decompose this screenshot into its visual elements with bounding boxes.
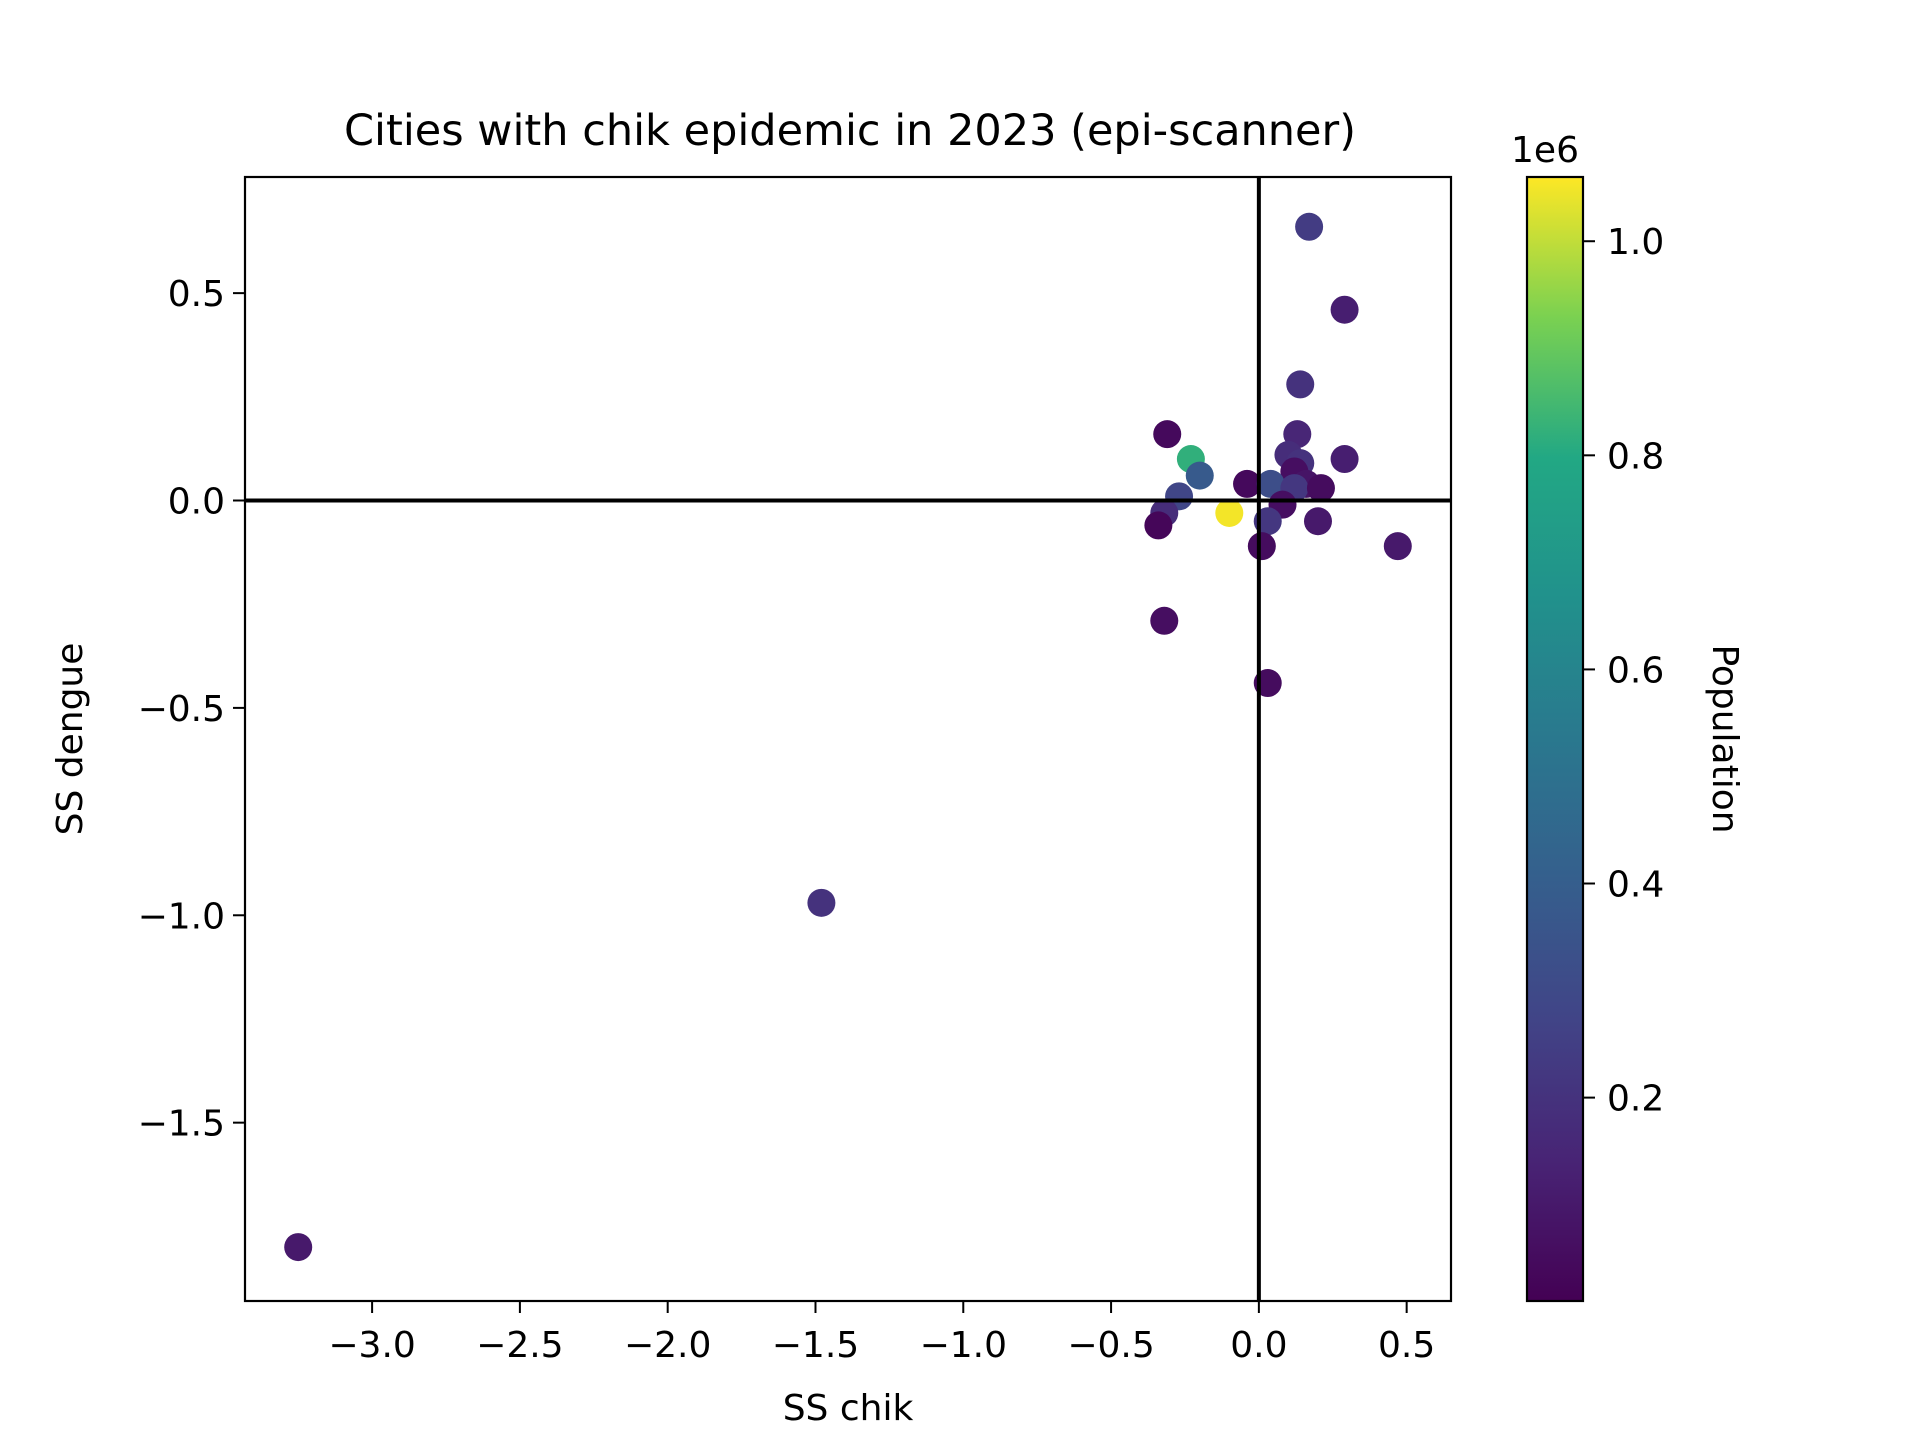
data-point	[1330, 295, 1359, 324]
x-tick-label: −2.0	[624, 1325, 711, 1366]
data-point	[284, 1233, 313, 1262]
y-tick-label: 0.0	[168, 482, 225, 523]
colorbar-tick-label: 1.0	[1607, 222, 1664, 263]
data-point	[1247, 532, 1276, 561]
colorbar-ticks: 0.2 0.4 0.6 0.8 1.0	[1583, 222, 1664, 1120]
x-tick-label: −1.5	[772, 1325, 859, 1366]
x-tick-label: −3.0	[328, 1325, 415, 1366]
y-axis-ticks: 0.5 0.0 −0.5 −1.0 −1.5	[138, 274, 245, 1145]
y-tick-label: 0.5	[168, 274, 225, 315]
data-point	[1144, 511, 1173, 540]
colorbar: 0.2 0.4 0.6 0.8 1.0 1e6 Population	[1511, 130, 1745, 1303]
chart-title: Cities with chik epidemic in 2023 (epi-s…	[344, 106, 1356, 156]
data-point	[1295, 212, 1324, 241]
data-point	[1185, 461, 1214, 490]
y-tick-label: −1.5	[138, 1104, 225, 1145]
points-layer	[284, 212, 1412, 1262]
y-tick-label: −1.0	[138, 896, 225, 937]
plot-area	[243, 175, 1453, 1303]
axes-frame	[243, 175, 1453, 1303]
y-axis-label: SS dengue	[50, 643, 91, 836]
x-tick-label: −1.0	[920, 1325, 1007, 1366]
data-point	[1215, 498, 1244, 527]
y-tick-label: −0.5	[138, 689, 225, 730]
colorbar-tick-label: 0.6	[1607, 650, 1664, 691]
colorbar-tick-label: 0.4	[1607, 865, 1664, 906]
data-point	[807, 888, 836, 917]
colorbar-multiplier: 1e6	[1511, 130, 1579, 171]
colorbar-gradient	[1527, 177, 1583, 1301]
data-point	[1233, 469, 1262, 498]
data-point	[1153, 420, 1182, 449]
x-axis-label: SS chik	[783, 1388, 914, 1429]
colorbar-tick-label: 0.2	[1607, 1079, 1664, 1120]
data-point	[1383, 532, 1412, 561]
data-point	[1303, 507, 1332, 536]
x-tick-label: −2.5	[476, 1325, 563, 1366]
colorbar-label: Population	[1704, 644, 1745, 833]
data-point	[1286, 370, 1315, 399]
data-point	[1150, 606, 1179, 635]
x-tick-label: 0.0	[1230, 1325, 1287, 1366]
x-tick-label: 0.5	[1378, 1325, 1435, 1366]
x-tick-label: −0.5	[1067, 1325, 1154, 1366]
colorbar-frame	[1525, 175, 1585, 1303]
colorbar-tick-label: 0.8	[1607, 436, 1664, 477]
x-axis-ticks: −3.0 −2.5 −2.0 −1.5 −1.0 −0.5 0.0 0.5	[328, 1301, 1435, 1366]
data-point	[1330, 445, 1359, 474]
data-point	[1306, 474, 1335, 503]
data-point	[1256, 469, 1285, 498]
